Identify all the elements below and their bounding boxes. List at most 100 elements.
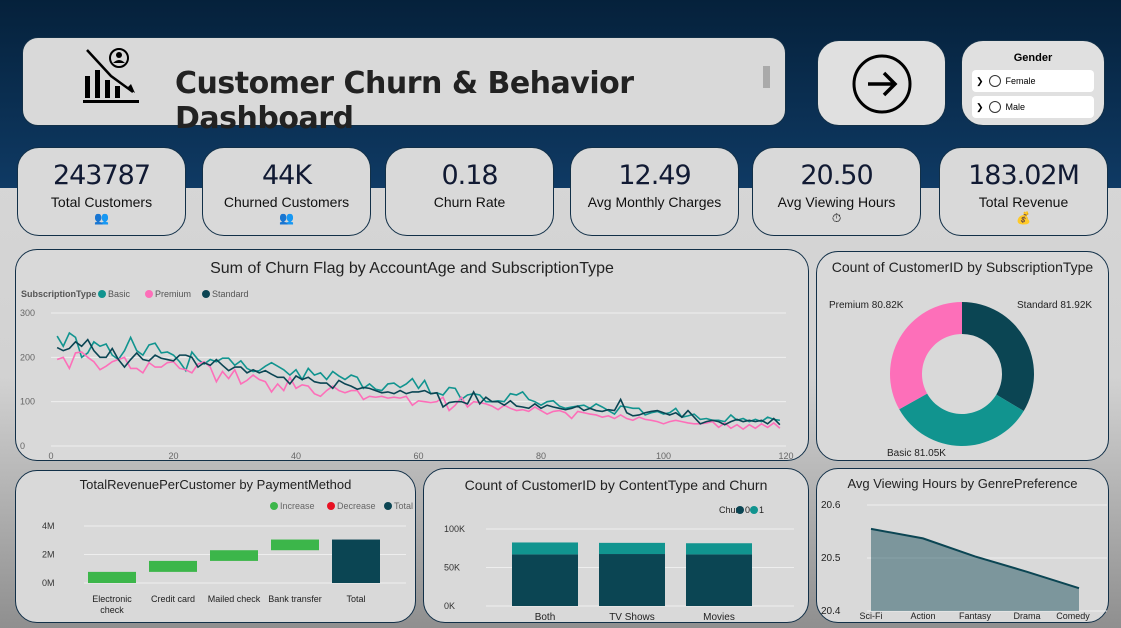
legend-marker <box>202 290 210 298</box>
x-tick-label: Bank transfer <box>268 594 322 604</box>
kpi-card: 0.18 Churn Rate <box>385 147 554 236</box>
legend-label: Basic <box>108 289 131 299</box>
x-tick-label: Comedy <box>1056 611 1090 621</box>
legend-marker <box>327 502 335 510</box>
waterfall-bar <box>271 539 319 551</box>
legend-title: Churn <box>719 505 744 515</box>
chevron-right-icon: ❯ <box>976 75 984 86</box>
slice-premium <box>890 302 962 410</box>
kpi-icon: 👥 <box>279 211 294 225</box>
x-tick-label: Mailed check <box>208 594 261 604</box>
title-card: Customer Churn & Behavior Dashboard <box>22 37 786 136</box>
slice-label: Standard 81.92K <box>1017 300 1092 311</box>
legend-label: Total <box>394 501 413 511</box>
y-tick-label: 100 <box>20 397 35 407</box>
radio-icon[interactable] <box>988 101 1001 113</box>
legend-marker <box>384 502 392 510</box>
series-line-standard <box>56 338 781 426</box>
kpi-label: Avg Viewing Hours <box>777 194 896 210</box>
kpi-label: Churned Customers <box>223 194 350 210</box>
bar-segment <box>512 542 578 555</box>
donut-chart: Standard 81.92K Basic 81.05K Premium 80.82… <box>829 300 1092 459</box>
stacked-bar-chart: 0K 50K 100K Churn 0 1 Both TV Shows Movies <box>444 505 794 623</box>
x-tick-label: 120 <box>778 451 793 461</box>
waterfall-chart-card: TotalRevenuePerCustomer by PaymentMethod… <box>15 470 416 623</box>
slicer-option-male[interactable]: ❯ Male <box>972 96 1094 118</box>
kpi-label: Avg Monthly Charges <box>587 194 722 210</box>
chart-title: TotalRevenuePerCustomer by PaymentMethod <box>79 477 352 492</box>
radio-icon[interactable] <box>988 75 1001 87</box>
legend-marker <box>750 506 758 514</box>
legend-label: Increase <box>280 501 315 511</box>
legend-title: SubscriptionType <box>21 289 96 299</box>
area-fill <box>871 528 1079 611</box>
legend-label: 0 <box>745 505 750 515</box>
y-tick-label: 20.6 <box>821 500 841 511</box>
x-tick-label: 100 <box>656 451 671 461</box>
kpi-icon: 💰 <box>1016 211 1031 225</box>
x-tick-label: Total <box>346 594 365 604</box>
gender-slicer: Gender ❯ Female ❯ Male <box>961 40 1105 126</box>
chart-title: Sum of Churn Flag by AccountAge and Subs… <box>210 260 614 277</box>
kpi-card: 20.50 Avg Viewing Hours ⏱ <box>752 147 921 236</box>
chart-title: Count of CustomerID by SubscriptionType <box>831 259 1094 275</box>
series-line-premium <box>56 351 781 431</box>
navigate-button[interactable] <box>817 40 946 126</box>
kpi-card: 44K Churned Customers 👥 <box>202 147 371 236</box>
x-tick-label: 20 <box>168 451 178 461</box>
x-tick-label: Sci-Fi <box>860 611 883 621</box>
scrollbar[interactable] <box>763 66 770 88</box>
kpi-card: 183.02M Total Revenue 💰 <box>939 147 1108 236</box>
waterfall-bar <box>332 539 380 583</box>
kpi-value: 12.49 <box>618 160 691 191</box>
legend-label: Decrease <box>337 501 376 511</box>
waterfall-bar <box>88 571 136 583</box>
option-label: Male <box>1005 102 1026 112</box>
legend-marker <box>736 506 744 514</box>
chart-title: Avg Viewing Hours by GenrePreference <box>847 476 1078 491</box>
kpi-value: 183.02M <box>968 160 1080 191</box>
line-chart: 0 100 200 300 0 20 40 60 80 100 120 SubscriptionTyp… <box>20 289 794 461</box>
stacked-bar-card: Count of CustomerID by ContentType and C… <box>423 468 809 623</box>
y-tick-label: 0K <box>444 601 455 611</box>
x-tick-label: check <box>100 605 124 615</box>
option-label: Female <box>1005 76 1036 86</box>
x-tick-label: TV Shows <box>609 612 655 623</box>
dashboard-title: Customer Churn & Behavior Dashboard <box>175 66 634 136</box>
waterfall-chart: 0M 2M 4M Increase Decrease Total Electronicche… <box>42 501 413 615</box>
x-tick-label: Movies <box>703 612 735 623</box>
kpi-card: 12.49 Avg Monthly Charges <box>570 147 739 236</box>
slicer-option-female[interactable]: ❯ Female <box>972 70 1094 92</box>
legend-marker <box>98 290 106 298</box>
legend-marker <box>145 290 153 298</box>
y-tick-label: 2M <box>42 550 55 560</box>
bar-segment <box>686 554 752 606</box>
legend-label: 1 <box>759 505 764 515</box>
x-tick-label: Both <box>535 612 556 623</box>
x-tick-label: Electronic <box>92 594 132 604</box>
x-tick-label: 60 <box>413 451 423 461</box>
kpi-icon: ⏱ <box>831 211 842 225</box>
bar-segment <box>599 554 665 606</box>
slice-label: Basic 81.05K <box>887 448 946 459</box>
legend-label: Premium <box>155 289 191 299</box>
y-tick-label: 20.4 <box>821 606 841 617</box>
arrow-right-circle-icon <box>852 54 912 114</box>
chevron-right-icon: ❯ <box>976 101 984 112</box>
bar-segment <box>599 542 665 555</box>
kpi-card: 243787 Total Customers 👥 <box>17 147 186 236</box>
kpi-value: 44K <box>261 160 312 191</box>
chart-title: Count of CustomerID by ContentType and C… <box>464 477 768 493</box>
slice-label: Premium 80.82K <box>829 300 904 311</box>
kpi-icon: 👥 <box>94 211 109 225</box>
kpi-label: Total Customers <box>50 194 153 210</box>
x-tick-label: Drama <box>1013 611 1040 621</box>
y-tick-label: 300 <box>20 308 35 318</box>
slice-basic <box>899 393 1024 446</box>
x-tick-label: Action <box>910 611 935 621</box>
y-tick-label: 200 <box>20 352 35 362</box>
area-chart-card: Avg Viewing Hours by GenrePreference 20.… <box>816 468 1109 623</box>
donut-chart-card: Count of CustomerID by SubscriptionType … <box>816 251 1109 461</box>
y-tick-label: 50K <box>444 563 460 573</box>
slice-standard <box>962 302 1034 412</box>
